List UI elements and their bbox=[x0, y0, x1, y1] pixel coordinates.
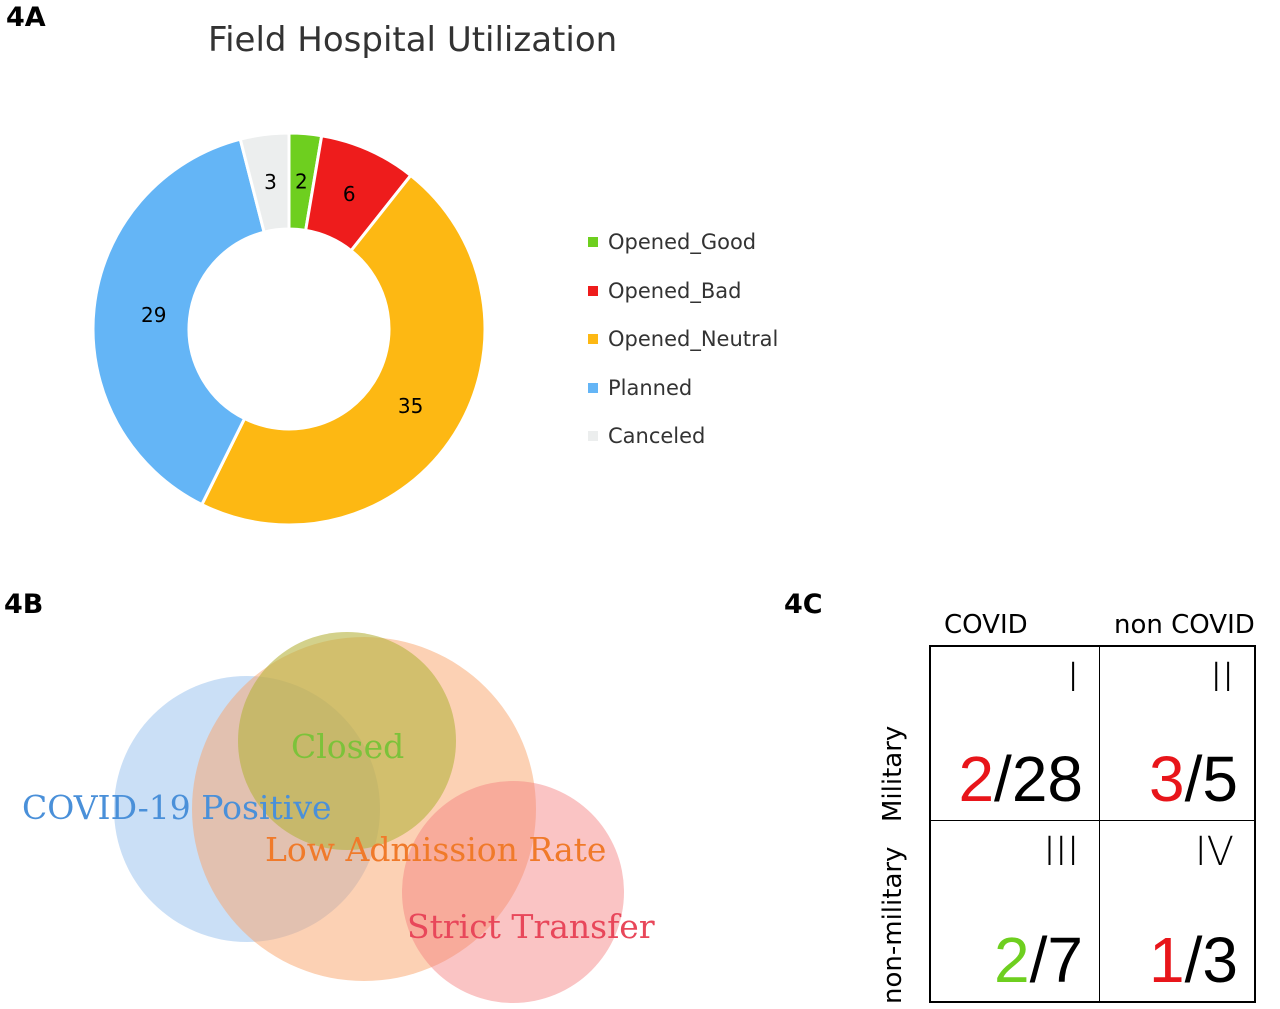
donut-slice-opened-neutral bbox=[199, 173, 487, 527]
donut-slice-canceled bbox=[238, 131, 291, 234]
donut-slice-planned bbox=[91, 137, 266, 507]
table-cell-iii: III 2/7 bbox=[929, 820, 1100, 1003]
column-header-covid: COVID bbox=[944, 610, 1028, 640]
ratio-numerator: 1 bbox=[1149, 924, 1185, 996]
legend-label: Opened_Neutral bbox=[608, 327, 779, 352]
quadrant-label: IV bbox=[1194, 829, 1234, 875]
legend-swatch bbox=[588, 334, 598, 345]
quadrant-label: I bbox=[1067, 655, 1079, 701]
ratio-numerator: 2 bbox=[994, 924, 1030, 996]
ratio-value: 2/28 bbox=[958, 742, 1083, 816]
venn-label-low-admission: Low Admission Rate bbox=[265, 830, 606, 869]
venn-diagram: COVID-19 Positive Closed Low Admission R… bbox=[22, 632, 655, 1003]
chart-title: Field Hospital Utilization bbox=[208, 20, 618, 60]
venn-label-covid: COVID-19 Positive bbox=[22, 788, 332, 827]
donut-data-label: 29 bbox=[141, 303, 166, 327]
quadrant-label: III bbox=[1043, 829, 1079, 875]
ratio-denominator: /28 bbox=[994, 743, 1083, 815]
ratio-value: 3/5 bbox=[1149, 742, 1238, 816]
chart-legend: Opened_Good Opened_Bad Opened_Neutral Plann… bbox=[588, 218, 778, 461]
ratio-denominator: /7 bbox=[1029, 924, 1083, 996]
legend-swatch bbox=[588, 237, 598, 248]
donut-data-label: 2 bbox=[295, 170, 308, 194]
legend-label: Opened_Bad bbox=[608, 278, 742, 303]
legend-item: Canceled bbox=[588, 412, 778, 461]
legend-item: Opened_Neutral bbox=[588, 315, 778, 364]
ratio-denominator: /3 bbox=[1184, 924, 1238, 996]
ratio-value: 1/3 bbox=[1149, 923, 1238, 997]
ratio-value: 2/7 bbox=[994, 923, 1083, 997]
legend-swatch bbox=[588, 382, 598, 393]
outcome-table: COVID non COVID Military non-military I … bbox=[780, 600, 1280, 1009]
column-header-non-covid: non COVID bbox=[1114, 610, 1255, 640]
legend-swatch bbox=[588, 285, 598, 296]
donut-chart: 2 6 35 29 3 bbox=[91, 131, 487, 527]
table-cell-ii: II 3/5 bbox=[1099, 645, 1256, 821]
donut-data-label: 35 bbox=[398, 394, 423, 418]
table-cell-i: I 2/28 bbox=[929, 645, 1100, 821]
legend-label: Planned bbox=[608, 375, 693, 400]
panel-label-4a: 4A bbox=[6, 2, 46, 33]
ratio-numerator: 3 bbox=[1149, 743, 1185, 815]
legend-item: Opened_Bad bbox=[588, 267, 778, 316]
panel-label-4c: 4C bbox=[784, 589, 823, 620]
legend-label: Canceled bbox=[608, 424, 706, 449]
ratio-denominator: /5 bbox=[1184, 743, 1238, 815]
venn-circle-strict-transfer bbox=[402, 781, 624, 1003]
panel-label-4b: 4B bbox=[4, 589, 44, 620]
donut-data-label: 3 bbox=[264, 170, 277, 194]
quadrant-label: II bbox=[1210, 655, 1234, 701]
venn-label-strict-transfer: Strict Transfer bbox=[407, 907, 655, 946]
table-cell-iv: IV 1/3 bbox=[1099, 820, 1256, 1003]
donut-data-label: 6 bbox=[343, 182, 356, 206]
row-header-military: Military bbox=[878, 725, 908, 822]
legend-swatch bbox=[588, 431, 598, 442]
legend-label: Opened_Good bbox=[608, 230, 757, 255]
legend-item: Opened_Good bbox=[588, 218, 778, 267]
legend-item: Planned bbox=[588, 364, 778, 413]
venn-circle-closed bbox=[238, 632, 456, 850]
venn-label-closed: Closed bbox=[291, 727, 404, 766]
row-header-non-military: non-military bbox=[878, 846, 908, 1004]
ratio-numerator: 2 bbox=[958, 743, 995, 815]
